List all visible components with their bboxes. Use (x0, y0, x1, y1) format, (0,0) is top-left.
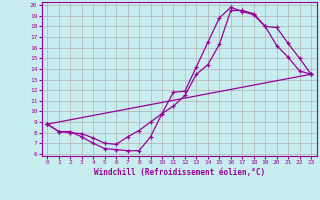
X-axis label: Windchill (Refroidissement éolien,°C): Windchill (Refroidissement éolien,°C) (94, 168, 265, 177)
